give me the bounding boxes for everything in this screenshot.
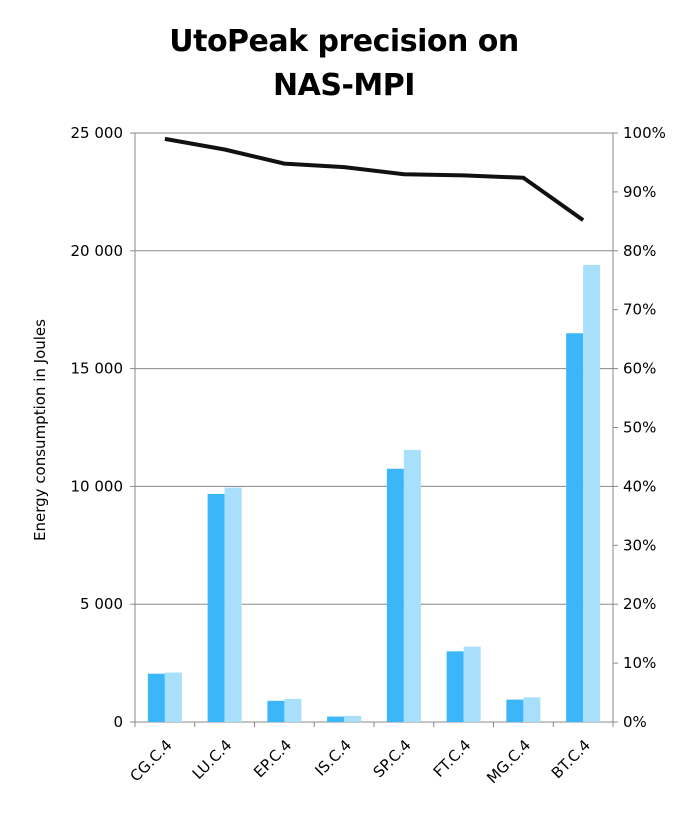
bar-s1-EP.C.4 [267, 700, 285, 722]
y-tick-label: 15 000 [71, 360, 124, 378]
x-tick-label: FT.C.4 [430, 736, 475, 781]
bar-s1-LU.C.4 [207, 493, 225, 722]
bar-s2-IS.C.4 [344, 715, 362, 722]
y-tick-label: 0 [113, 713, 123, 731]
bar-s1-CG.C.4 [147, 673, 165, 722]
y2-tick-label: 0% [623, 713, 647, 731]
x-tick-label: LU.C.4 [189, 736, 236, 783]
chart-title-line-1: UtoPeak precision on [169, 24, 519, 59]
x-tick-label: CG.C.4 [126, 736, 175, 785]
y2-tick-label: 50% [623, 419, 656, 437]
y2-tick-label: 20% [623, 595, 656, 613]
x-tick-label: MG.C.4 [483, 736, 534, 787]
x-tick-label: BT.C.4 [548, 736, 594, 782]
bar-s1-BT.C.4 [566, 333, 584, 722]
y2-tick-label: 40% [623, 477, 656, 495]
y2-tick-label: 30% [623, 536, 656, 554]
y2-tick-label: 90% [623, 183, 656, 201]
y-tick-label: 5 000 [80, 595, 123, 613]
y2-tick-label: 60% [623, 360, 656, 378]
bar-s2-BT.C.4 [583, 264, 601, 722]
precision-line [164, 136, 585, 222]
bar-s2-CG.C.4 [164, 672, 182, 722]
y2-tick-label: 80% [623, 242, 656, 260]
bar-s2-LU.C.4 [224, 487, 242, 722]
chart-title-line-2: NAS-MPI [273, 68, 415, 103]
bar-s1-MG.C.4 [506, 699, 524, 722]
bar-s2-SP.C.4 [403, 449, 421, 722]
y2-tick-label: 100% [623, 124, 666, 142]
x-tick-label: SP.C.4 [370, 736, 415, 781]
x-tick-label: EP.C.4 [250, 736, 295, 781]
bar-s2-EP.C.4 [284, 698, 302, 722]
y2-tick-label: 10% [623, 654, 656, 672]
y2-tick-label: 70% [623, 301, 656, 319]
y-tick-label: 10 000 [71, 477, 124, 495]
y-tick-label: 20 000 [71, 242, 124, 260]
bar-s1-FT.C.4 [446, 651, 464, 722]
y-tick-label: 25 000 [71, 124, 124, 142]
bar-s1-IS.C.4 [327, 716, 345, 722]
bar-s2-FT.C.4 [463, 646, 481, 722]
x-tick-label: IS.C.4 [311, 736, 354, 779]
bar-s2-MG.C.4 [523, 697, 541, 722]
bar-s1-SP.C.4 [386, 468, 404, 722]
